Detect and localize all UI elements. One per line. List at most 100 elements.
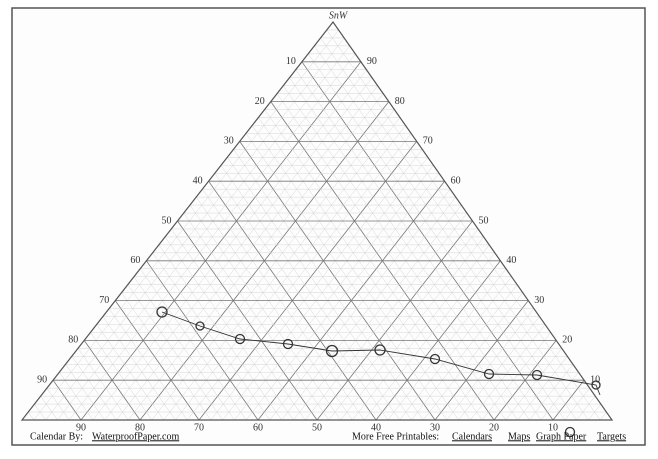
tick-label: 60	[451, 175, 461, 186]
grid-line	[164, 236, 294, 421]
grid-line	[552, 379, 585, 421]
grid-line	[289, 77, 530, 421]
tick-label: 20	[489, 422, 499, 433]
grid-line	[600, 411, 607, 421]
grid-line	[458, 316, 540, 421]
tick-label: 10	[548, 422, 558, 433]
footer: Calendar By: WaterproofPaper.com More Fr…	[30, 431, 626, 442]
tick-label: 30	[224, 136, 234, 147]
more-prefix: More Free Printables:	[352, 431, 439, 442]
grid-line	[104, 77, 373, 421]
grid-line	[175, 125, 406, 421]
grid-line	[505, 348, 562, 421]
point	[195, 321, 205, 331]
tick-label: 40	[193, 175, 203, 186]
grid-line	[127, 284, 223, 421]
grid-line	[40, 396, 58, 421]
grid-line	[251, 125, 459, 421]
grid-line	[177, 220, 318, 421]
grid-line	[57, 45, 350, 421]
frame	[11, 7, 646, 446]
grid-line	[264, 109, 483, 421]
footer-link[interactable]: Graph Paper	[536, 431, 587, 442]
grid-line	[326, 29, 601, 421]
grid-line	[114, 300, 200, 421]
grid-line	[314, 45, 577, 421]
grid-line	[411, 284, 518, 421]
grid-line	[80, 61, 362, 421]
grid-line	[152, 252, 270, 421]
grid-line	[246, 173, 440, 421]
grid-line	[239, 141, 436, 421]
tick-label: 60	[130, 255, 140, 266]
grid-line	[222, 157, 429, 421]
grid-line	[269, 189, 451, 421]
point	[234, 333, 246, 345]
point	[591, 380, 601, 390]
grid-line	[151, 109, 395, 421]
grid-line	[316, 220, 473, 421]
grid-line	[198, 141, 418, 421]
point	[325, 344, 339, 358]
point	[564, 426, 576, 438]
footer-link[interactable]: Maps	[508, 431, 530, 442]
tick-label: 30	[430, 422, 440, 433]
tick-label: 80	[395, 96, 405, 107]
grid-line	[102, 316, 176, 421]
point	[282, 338, 294, 350]
grid-line	[214, 173, 388, 421]
grid-line	[52, 379, 82, 421]
tick-label: 40	[506, 255, 516, 266]
grid-line	[434, 300, 529, 421]
tick-label: 90	[76, 422, 86, 433]
tick-label: 70	[99, 295, 109, 306]
tick-label: 90	[367, 56, 377, 67]
grid-line	[140, 268, 247, 421]
tick-label: 10	[286, 56, 296, 67]
credit-prefix: Calendar By:	[30, 431, 83, 442]
ternary-grid	[28, 29, 607, 421]
tick-label: 50	[312, 422, 322, 433]
grid-line	[202, 189, 365, 421]
tick-label: 80	[135, 422, 145, 433]
point	[374, 344, 386, 356]
tick-label: 10	[590, 374, 600, 385]
triangle	[20, 20, 614, 421]
tick-label: 50	[479, 215, 489, 226]
grid-line	[227, 157, 412, 421]
point	[531, 369, 543, 381]
tick-label: 90	[37, 374, 47, 385]
footer-link[interactable]: Targets	[597, 431, 626, 442]
tick-label: 50	[162, 215, 172, 226]
plotted-points	[156, 306, 601, 438]
point	[429, 353, 441, 365]
tick-label: 70	[423, 136, 433, 147]
curve	[161, 311, 601, 396]
tick-label: 20	[255, 96, 265, 107]
grid-line	[340, 236, 484, 421]
tick-label: 30	[534, 295, 544, 306]
tick-label: 20	[562, 335, 572, 346]
grid-line	[293, 204, 462, 421]
footer-link[interactable]: Calendars	[452, 431, 492, 442]
grid-line	[77, 348, 129, 421]
grid-line	[576, 395, 596, 421]
grid-line	[189, 204, 341, 421]
tick-label: 80	[68, 335, 78, 346]
grid-line	[28, 411, 34, 421]
apex-label: SnW	[329, 10, 349, 21]
point	[156, 306, 168, 318]
credit-link[interactable]: WaterproofPaper.com	[92, 431, 179, 442]
grid-line	[529, 364, 574, 421]
grid-line	[387, 268, 507, 421]
grid-line	[364, 252, 495, 421]
tick-label: 60	[253, 422, 263, 433]
point	[483, 368, 495, 380]
grid-line	[65, 364, 105, 421]
tick-label: 40	[371, 422, 381, 433]
grid-line	[301, 61, 554, 421]
grid-line	[90, 332, 152, 421]
grid-line	[482, 332, 551, 421]
grid-line	[276, 93, 506, 421]
